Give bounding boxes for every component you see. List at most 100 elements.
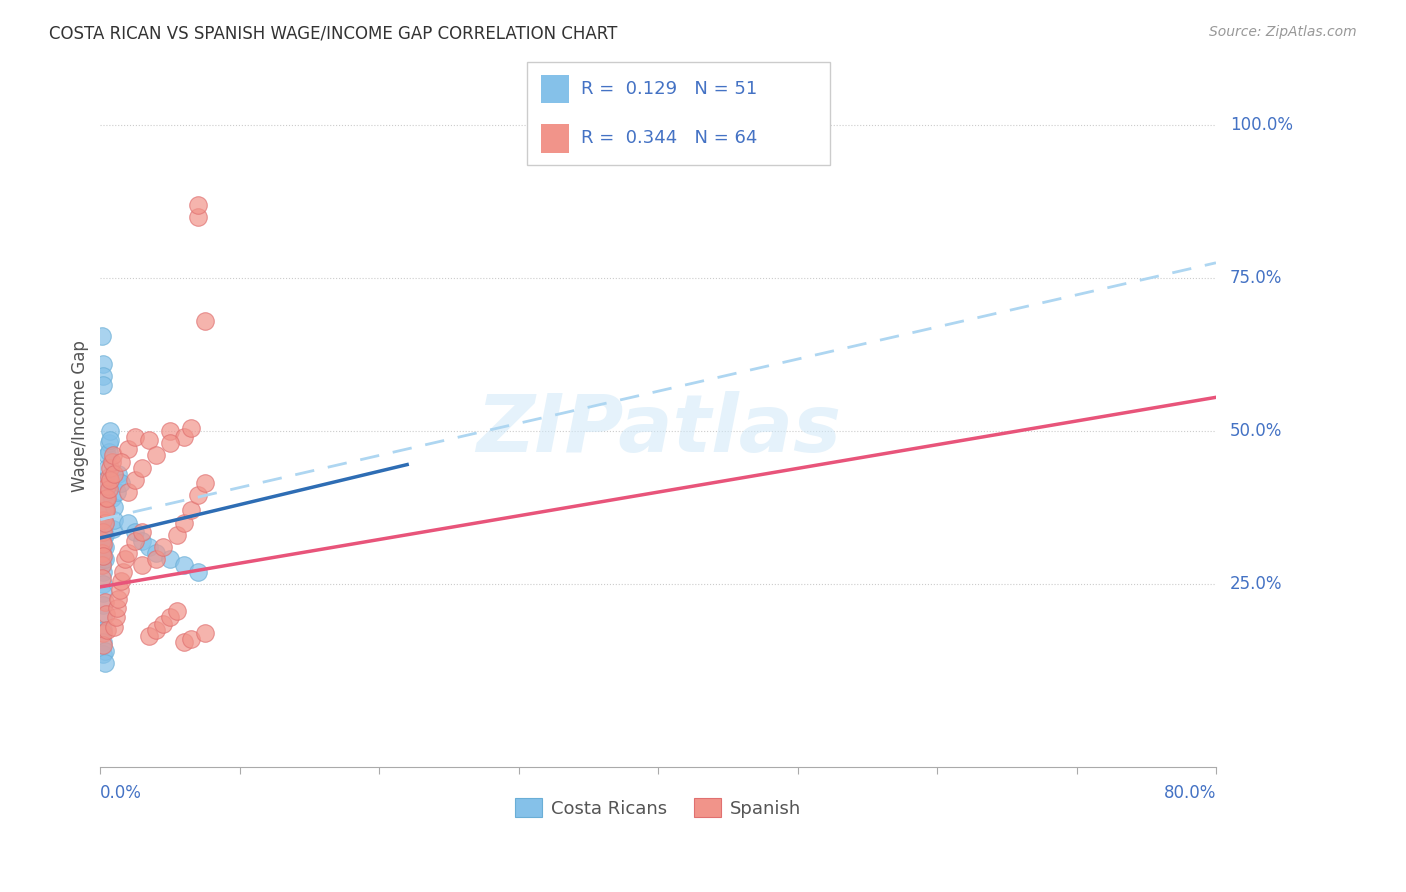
Point <box>98 424 121 438</box>
Point <box>173 635 195 649</box>
Point <box>180 421 202 435</box>
Point <box>103 619 125 633</box>
Point <box>138 540 160 554</box>
Point <box>93 552 115 566</box>
Point <box>145 546 167 560</box>
Point <box>91 513 114 527</box>
Point <box>91 540 114 554</box>
Point <box>124 534 146 549</box>
Text: 0.0%: 0.0% <box>100 784 142 803</box>
Point <box>91 598 114 612</box>
Point <box>131 534 153 549</box>
Point <box>105 473 128 487</box>
Point <box>173 558 195 573</box>
Point <box>105 601 128 615</box>
Text: R =  0.344   N = 64: R = 0.344 N = 64 <box>581 129 756 147</box>
Point <box>187 565 209 579</box>
Point <box>96 623 118 637</box>
Point <box>91 524 114 539</box>
Point <box>94 503 117 517</box>
Point <box>91 565 114 579</box>
Point <box>94 473 117 487</box>
Point <box>93 516 115 530</box>
Point <box>96 479 118 493</box>
Point <box>187 488 209 502</box>
Point <box>124 430 146 444</box>
Point <box>93 595 115 609</box>
Point <box>90 549 112 564</box>
Point <box>93 516 115 530</box>
Point <box>93 540 115 554</box>
Point <box>93 503 115 517</box>
Point <box>159 424 181 438</box>
Text: 75.0%: 75.0% <box>1230 269 1282 287</box>
Point <box>91 378 114 392</box>
Point <box>110 574 132 588</box>
Point <box>124 473 146 487</box>
Point <box>94 503 117 517</box>
Point <box>100 454 122 468</box>
Point <box>93 657 115 671</box>
Point <box>131 460 153 475</box>
Point <box>91 537 114 551</box>
Point <box>93 644 115 658</box>
Point <box>91 577 114 591</box>
Point <box>145 449 167 463</box>
Point <box>90 546 112 560</box>
Point <box>138 629 160 643</box>
Point <box>110 475 132 490</box>
Point <box>91 586 114 600</box>
Point <box>187 197 209 211</box>
Point <box>101 449 124 463</box>
Point <box>90 571 112 585</box>
Text: 100.0%: 100.0% <box>1230 116 1294 134</box>
Point <box>152 616 174 631</box>
Point <box>117 442 139 457</box>
Point <box>145 623 167 637</box>
Point <box>96 460 118 475</box>
Legend: Costa Ricans, Spanish: Costa Ricans, Spanish <box>508 791 808 825</box>
Point <box>101 522 124 536</box>
Point <box>97 470 120 484</box>
Point <box>117 546 139 560</box>
Point <box>94 488 117 502</box>
Y-axis label: Wage/Income Gap: Wage/Income Gap <box>72 340 89 491</box>
Point <box>94 607 117 622</box>
Point <box>91 635 114 649</box>
Point <box>107 467 129 481</box>
Point <box>117 485 139 500</box>
Point <box>91 638 114 652</box>
Point <box>166 604 188 618</box>
Point <box>90 524 112 539</box>
Point <box>194 475 217 490</box>
Text: R =  0.129   N = 51: R = 0.129 N = 51 <box>581 80 756 98</box>
Point <box>97 436 120 450</box>
Point <box>111 565 134 579</box>
Point <box>97 482 120 496</box>
Point <box>91 623 114 637</box>
Point <box>104 610 127 624</box>
Point <box>103 513 125 527</box>
Point <box>98 473 121 487</box>
Point <box>131 524 153 539</box>
Point <box>159 552 181 566</box>
Point <box>91 518 114 533</box>
Point <box>97 445 120 459</box>
Point <box>93 528 115 542</box>
Point <box>194 314 217 328</box>
Point <box>90 558 112 573</box>
Point <box>90 537 112 551</box>
Point <box>98 433 121 447</box>
Point <box>91 552 114 566</box>
Point <box>103 500 125 515</box>
Point <box>180 503 202 517</box>
Point <box>98 460 121 475</box>
Point <box>110 454 132 468</box>
Point <box>131 558 153 573</box>
Point <box>91 549 114 564</box>
Point <box>117 516 139 530</box>
Point <box>173 430 195 444</box>
Point <box>166 528 188 542</box>
Point <box>96 491 118 506</box>
Point <box>107 592 129 607</box>
